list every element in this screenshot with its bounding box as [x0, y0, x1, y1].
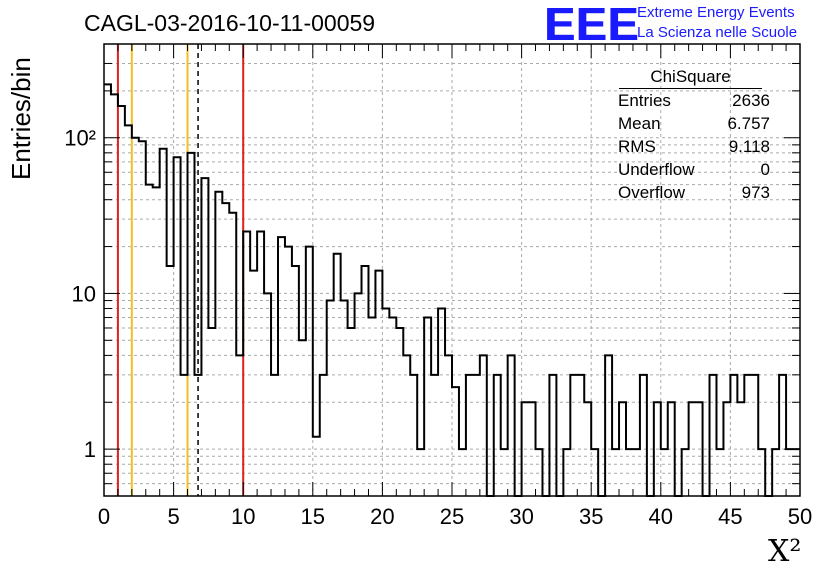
- stats-label: Underflow: [618, 160, 695, 179]
- stats-title: ChiSquare: [619, 66, 762, 89]
- stats-label: Entries: [618, 91, 671, 110]
- x-tick-label: 0: [98, 504, 110, 529]
- stats-row: Entries 2636: [611, 89, 770, 112]
- stats-label: RMS: [618, 137, 656, 156]
- x-tick-label: 5: [167, 504, 179, 529]
- stats-row: Mean 6.757: [611, 112, 770, 135]
- stats-value: 6.757: [727, 114, 770, 133]
- stats-row: Overflow 973: [611, 181, 770, 204]
- x-tick-label: 30: [509, 504, 533, 529]
- x-tick-label: 40: [649, 504, 673, 529]
- x-tick-label: 25: [440, 504, 464, 529]
- axes: 0 5 10 15 20 25 30 35 40 45 50 1 10 10²: [64, 43, 812, 529]
- stats-box: ChiSquare Entries 2636 Mean 6.757 RMS 9.118…: [611, 66, 770, 204]
- x-tick-label: 50: [788, 504, 812, 529]
- x-tick-label: 10: [231, 504, 255, 529]
- stats-row: Underflow 0: [611, 158, 770, 181]
- y-tick-label: 10: [72, 281, 96, 306]
- stats-value: 9.118: [728, 137, 770, 156]
- y-tick-label: 1: [84, 437, 96, 462]
- logo-subtitle-1: Extreme Energy Events: [637, 4, 795, 21]
- reference-lines: [116, 44, 245, 496]
- stats-label: Mean: [618, 114, 661, 133]
- x-tick-label: 35: [579, 504, 603, 529]
- y-axis-label: Entries/bin: [6, 57, 36, 180]
- eee-logo: EEE: [544, 0, 640, 50]
- stats-value: 0: [760, 160, 770, 179]
- logo-subtitle-2: La Scienza nelle Scuole: [637, 24, 798, 41]
- x-tick-label: 20: [370, 504, 394, 529]
- plot-title: CAGL-03-2016-10-11-00059: [84, 10, 376, 36]
- y-tick-label: 10²: [64, 126, 96, 151]
- x-tick-label: 15: [301, 504, 325, 529]
- x-axis-label: X²: [768, 534, 802, 569]
- stats-value: 973: [741, 183, 770, 202]
- stats-value: 2636: [732, 91, 770, 110]
- x-tick-label: 45: [718, 504, 742, 529]
- stats-label: Overflow: [618, 183, 686, 202]
- stats-row: RMS 9.118: [611, 135, 770, 158]
